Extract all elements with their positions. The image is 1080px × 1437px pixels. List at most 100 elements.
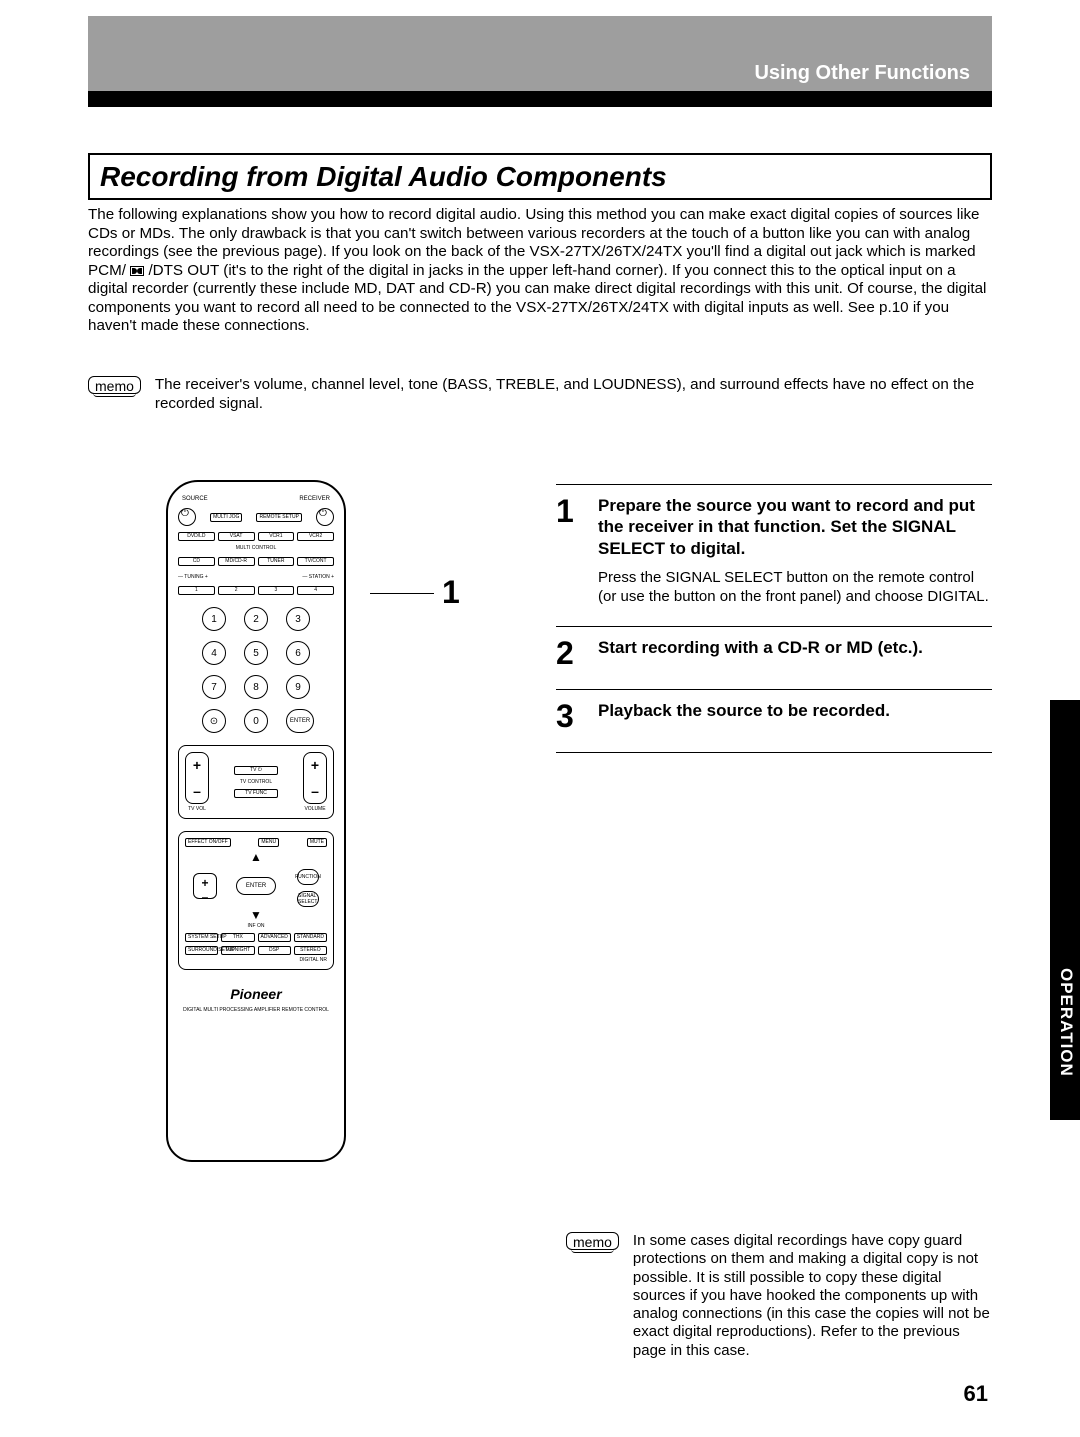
step-3-body: Playback the source to be recorded. xyxy=(598,700,992,732)
remote-row-e: SURROUND SETUP MIDNIGHT DSP STEREO xyxy=(185,946,327,955)
step-3: 3 Playback the source to be recorded. xyxy=(556,700,992,732)
tv-func-btn: TV FUNC xyxy=(234,789,278,798)
step-1-body: Prepare the source you want to record an… xyxy=(598,495,992,606)
manual-page: Using Other Functions Recording from Dig… xyxy=(0,0,1080,1437)
memo-badge: memo xyxy=(88,376,141,394)
step-3-number: 3 xyxy=(556,700,578,732)
brand-logo: Pioneer xyxy=(230,986,281,1002)
digital-nr-label: DIGITAL NR xyxy=(185,957,327,963)
section-label: Using Other Functions xyxy=(754,62,992,85)
preset-1: 1 xyxy=(178,586,215,595)
memo-badge-2: memo xyxy=(566,1232,619,1250)
num-clr: ⊙ xyxy=(202,709,226,733)
remote-row-d: SYSTEM SETUP THX ADVANCED STANDARD xyxy=(185,933,327,942)
signal-select-btn: SIGNAL SELECT xyxy=(297,891,319,907)
num-2: 2 xyxy=(244,607,268,631)
num-pad: 1 2 3 4 5 6 7 8 9 ⊙ 0 ENTER xyxy=(202,607,310,733)
num-1: 1 xyxy=(202,607,226,631)
dolby-icon xyxy=(130,266,144,276)
side-tab-label: OPERATION xyxy=(1056,968,1076,1077)
advanced-btn: ADVANCED xyxy=(258,933,291,942)
vcr2-btn: VCR2 xyxy=(297,532,334,541)
dpad-down-icon: ▼ xyxy=(250,909,262,921)
dpad-left-rocker: +– xyxy=(193,873,217,899)
step-1-head: Prepare the source you want to record an… xyxy=(598,495,992,559)
midnight-btn: MIDNIGHT xyxy=(221,946,254,955)
step-1: 1 Prepare the source you want to record … xyxy=(556,495,992,606)
dvd-btn: DVD/LD xyxy=(178,532,215,541)
multi-control-label: MULTI CONTROL xyxy=(178,545,334,551)
tv-vol-rocker: +– xyxy=(185,752,209,804)
receiver-power-icon xyxy=(316,508,334,526)
remote-top-row: MULTI JOG REMOTE SETUP xyxy=(178,508,334,526)
nav-block: EFFECT ON/OFF MENU MUTE ▲ ▼ ENTER +– FUN… xyxy=(178,831,334,970)
remote-row-b: CD MD/CD-R TUNER TV/CONT xyxy=(178,557,334,566)
num-5: 5 xyxy=(244,641,268,665)
preset-3: 3 xyxy=(258,586,295,595)
mute-btn: MUTE xyxy=(307,838,327,847)
step-rule-4 xyxy=(556,752,992,753)
title-box: Recording from Digital Audio Components xyxy=(88,153,992,200)
multi-jog-btn: MULTI JOG xyxy=(210,513,242,522)
md-btn: MD/CD-R xyxy=(218,557,255,566)
tuner-btn: TUNER xyxy=(258,557,295,566)
remote-top-labels: SOURCE RECEIVER xyxy=(178,496,334,502)
num-enter: ENTER xyxy=(286,709,314,733)
dpad-enter: ENTER xyxy=(236,877,276,895)
intro-text-2: /DTS OUT (it's to the right of the digit… xyxy=(88,262,986,335)
num-4: 4 xyxy=(202,641,226,665)
callout-line xyxy=(370,593,434,594)
remote-illustration: SOURCE RECEIVER MULTI JOG REMOTE SETUP D… xyxy=(166,480,366,1180)
memo-2-text: In some cases digital recordings have co… xyxy=(633,1232,992,1360)
menu-btn: MENU xyxy=(258,838,279,847)
step-2-body: Start recording with a CD-R or MD (etc.)… xyxy=(598,637,992,669)
inf-on-label: INF ON xyxy=(185,923,327,929)
receiver-label: RECEIVER xyxy=(299,496,330,502)
tv-control-label: TV CONTROL xyxy=(240,779,272,785)
step-2-number: 2 xyxy=(556,637,578,669)
dpad: ▲ ▼ ENTER +– FUNCTION SIGNAL SELECT xyxy=(213,851,299,921)
step-rule-1 xyxy=(556,484,992,485)
num-0: 0 xyxy=(244,709,268,733)
vol-block: +– TV VOL TV ⏻ TV CONTROL TV FUNC +– VOL… xyxy=(178,745,334,819)
remote-body: SOURCE RECEIVER MULTI JOG REMOTE SETUP D… xyxy=(166,480,346,1162)
step-2-head: Start recording with a CD-R or MD (etc.)… xyxy=(598,637,992,658)
dpad-up-icon: ▲ xyxy=(250,851,262,863)
source-power-icon xyxy=(178,508,196,526)
tv-vol-label: TV VOL xyxy=(188,806,206,812)
step-1-sub: Press the SIGNAL SELECT button on the re… xyxy=(598,569,992,607)
step-1-number: 1 xyxy=(556,495,578,606)
vcr1-btn: VCR1 xyxy=(258,532,295,541)
brand-sub: DIGITAL MULTI PROCESSING AMPLIFIER REMOT… xyxy=(183,1008,329,1014)
num-8: 8 xyxy=(244,675,268,699)
num-3: 3 xyxy=(286,607,310,631)
remote-setup-btn: REMOTE SETUP xyxy=(256,513,301,522)
step-rule-2 xyxy=(556,626,992,627)
step-3-head: Playback the source to be recorded. xyxy=(598,700,992,721)
nav-top-row: EFFECT ON/OFF MENU MUTE xyxy=(185,838,327,847)
remote-row-a: DVD/LD VSAT VCR1 VCR2 xyxy=(178,532,334,541)
callout-number: 1 xyxy=(442,574,460,611)
num-9: 9 xyxy=(286,675,310,699)
volume-label: VOLUME xyxy=(304,806,325,812)
step-2: 2 Start recording with a CD-R or MD (etc… xyxy=(556,637,992,669)
memo-2: memo In some cases digital recordings ha… xyxy=(566,1232,992,1360)
preset-2: 2 xyxy=(218,586,255,595)
page-title: Recording from Digital Audio Components xyxy=(100,161,667,193)
thx-btn: THX xyxy=(221,933,254,942)
step-rule-3 xyxy=(556,689,992,690)
volume-rocker: +– xyxy=(303,752,327,804)
sys-setup-btn: SYSTEM SETUP xyxy=(185,933,218,942)
num-7: 7 xyxy=(202,675,226,699)
tuning-label: — TUNING + xyxy=(178,574,208,580)
source-label: SOURCE xyxy=(182,496,208,502)
steps: 1 Prepare the source you want to record … xyxy=(556,484,992,763)
header-black-bar xyxy=(88,91,992,107)
page-number: 61 xyxy=(964,1381,988,1407)
remote-row-c: 1 2 3 4 xyxy=(178,586,334,595)
header-band: Using Other Functions xyxy=(88,16,992,91)
intro-paragraph: The following explanations show you how … xyxy=(88,206,992,336)
memo-1-text: The receiver's volume, channel level, to… xyxy=(155,376,992,413)
surround-btn: SURROUND SETUP xyxy=(185,946,218,955)
station-label: — STATION + xyxy=(302,574,334,580)
